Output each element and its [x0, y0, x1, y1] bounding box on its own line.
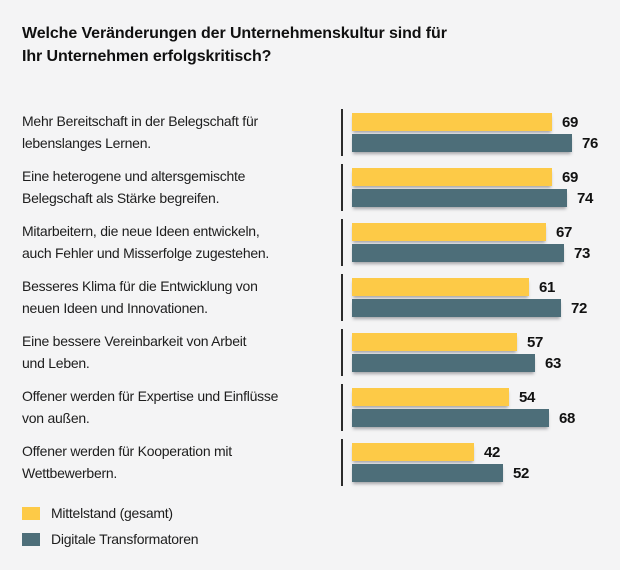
- value-label-transformatoren: 63: [545, 354, 562, 372]
- category-label: Mitarbeitern, die neue Ideen entwickeln,…: [22, 223, 270, 261]
- value-label-mittelstand: 42: [484, 443, 501, 461]
- bar-group: 54 68: [341, 384, 620, 431]
- bar-line-mittelstand: 61: [352, 278, 620, 296]
- bar-transformatoren: [352, 134, 572, 152]
- legend-swatch-mittelstand: [22, 506, 40, 520]
- bar-line-transformatoren: 63: [352, 354, 620, 372]
- bar-group: 61 72: [341, 274, 620, 321]
- legend-swatch-transformatoren: [22, 532, 40, 546]
- category-label: Offener werden für Kooperation mit Wettb…: [22, 443, 232, 481]
- chart-row: Mitarbeitern, die neue Ideen entwickeln,…: [22, 215, 620, 270]
- legend: Mittelstand (gesamt) Digitale Transforma…: [22, 505, 620, 547]
- bar-line-mittelstand: 69: [352, 168, 620, 186]
- bar-mittelstand: [352, 168, 552, 186]
- bar-transformatoren: [352, 244, 564, 262]
- category-label: Eine heterogene und altersgemischte Bele…: [22, 168, 246, 206]
- category-label: Offener werden für Expertise und Einflüs…: [22, 388, 279, 426]
- value-label-transformatoren: 52: [513, 464, 530, 482]
- category-label: Eine bessere Vereinbarkeit von Arbeit un…: [22, 333, 247, 371]
- bar-line-transformatoren: 74: [352, 189, 620, 207]
- value-label-mittelstand: 69: [562, 113, 579, 131]
- bar-transformatoren: [352, 409, 549, 427]
- value-label-transformatoren: 72: [571, 299, 588, 317]
- bar-line-mittelstand: 69: [352, 113, 620, 131]
- bar-line-transformatoren: 68: [352, 409, 620, 427]
- bar-line-mittelstand: 67: [352, 223, 620, 241]
- bar-line-mittelstand: 57: [352, 333, 620, 351]
- bar-line-transformatoren: 73: [352, 244, 620, 262]
- bar-group: 42 52: [341, 439, 620, 486]
- value-label-transformatoren: 68: [559, 409, 576, 427]
- bar-mittelstand: [352, 113, 552, 131]
- value-label-mittelstand: 61: [539, 278, 556, 296]
- value-label-transformatoren: 73: [574, 244, 591, 262]
- legend-label-mittelstand: Mittelstand (gesamt): [51, 505, 173, 521]
- bar-transformatoren: [352, 354, 535, 372]
- bar-mittelstand: [352, 388, 509, 406]
- bar-line-transformatoren: 76: [352, 134, 620, 152]
- category-label: Mehr Bereitschaft in der Belegschaft für…: [22, 113, 258, 151]
- chart-title: Welche Veränderungen der Unternehmenskul…: [22, 25, 447, 65]
- chart-row: Mehr Bereitschaft in der Belegschaft für…: [22, 105, 620, 160]
- bar-group: 69 74: [341, 164, 620, 211]
- bar-mittelstand: [352, 223, 546, 241]
- legend-item-mittelstand: Mittelstand (gesamt): [22, 505, 620, 521]
- bar-chart: Mehr Bereitschaft in der Belegschaft für…: [22, 105, 620, 490]
- bar-line-transformatoren: 52: [352, 464, 620, 482]
- bar-transformatoren: [352, 189, 567, 207]
- value-label-mittelstand: 69: [562, 168, 579, 186]
- bar-line-transformatoren: 72: [352, 299, 620, 317]
- legend-label-transformatoren: Digitale Transformatoren: [51, 531, 199, 547]
- value-label-mittelstand: 67: [556, 223, 573, 241]
- chart-row: Eine bessere Vereinbarkeit von Arbeit un…: [22, 325, 620, 380]
- category-label: Besseres Klima für die Entwicklung von n…: [22, 278, 258, 316]
- value-label-mittelstand: 57: [527, 333, 544, 351]
- bar-mittelstand: [352, 278, 529, 296]
- legend-item-transformatoren: Digitale Transformatoren: [22, 531, 620, 547]
- bar-transformatoren: [352, 299, 561, 317]
- chart-row: Offener werden für Kooperation mit Wettb…: [22, 435, 620, 490]
- bar-line-mittelstand: 42: [352, 443, 620, 461]
- bar-transformatoren: [352, 464, 503, 482]
- bar-line-mittelstand: 54: [352, 388, 620, 406]
- bar-mittelstand: [352, 443, 474, 461]
- chart-row: Besseres Klima für die Entwicklung von n…: [22, 270, 620, 325]
- value-label-mittelstand: 54: [519, 388, 536, 406]
- chart-row: Eine heterogene und altersgemischte Bele…: [22, 160, 620, 215]
- bar-group: 69 76: [341, 109, 620, 156]
- chart-row: Offener werden für Expertise und Einflüs…: [22, 380, 620, 435]
- bar-mittelstand: [352, 333, 517, 351]
- value-label-transformatoren: 74: [577, 189, 594, 207]
- bar-group: 67 73: [341, 219, 620, 266]
- value-label-transformatoren: 76: [582, 134, 599, 152]
- bar-group: 57 63: [341, 329, 620, 376]
